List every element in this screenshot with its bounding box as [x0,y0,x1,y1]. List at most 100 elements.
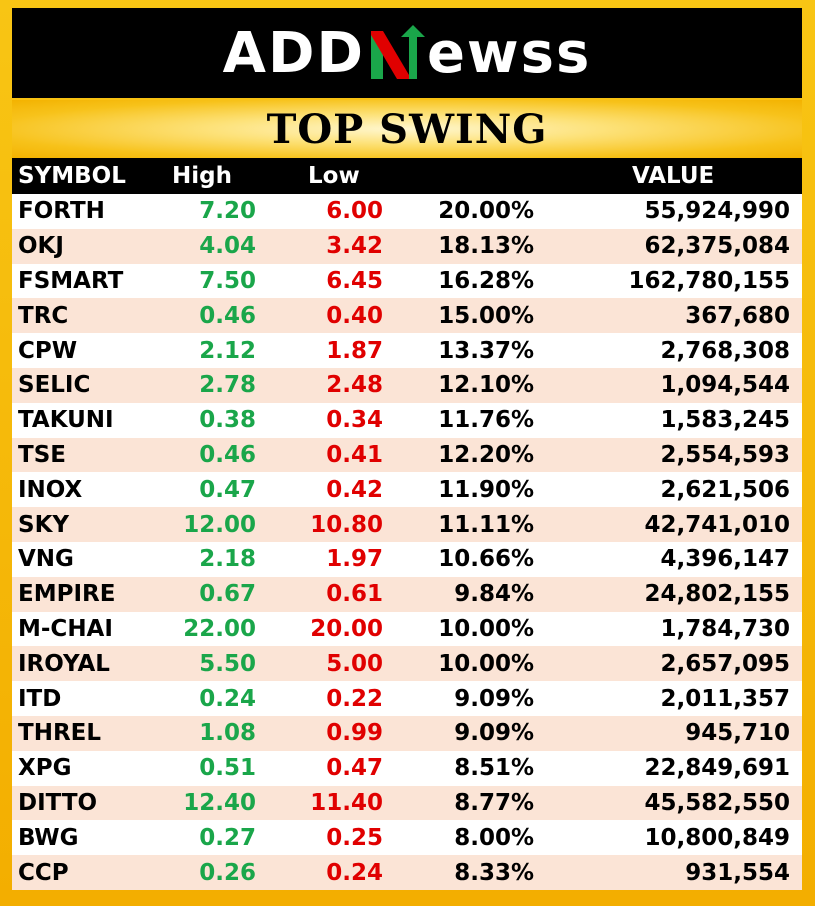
value-cell: 45,582,550 [644,789,790,816]
table-row: INOX 0.47 0.42 11.90% 2,621,506 [12,472,802,507]
symbol-cell: FSMART [18,267,124,294]
pct-cell: 18.13% [438,233,534,260]
symbol-cell: XPG [18,755,72,782]
high-cell: 0.67 [199,581,256,608]
low-cell: 0.25 [326,824,383,851]
value-cell: 2,768,308 [660,337,791,364]
high-cell: 7.20 [199,198,256,225]
pct-cell: 11.90% [438,476,534,503]
high-cell: 22.00 [183,615,256,642]
table-row: OKJ 4.04 3.42 18.13% 62,375,084 [12,228,802,264]
high-cell: 0.27 [199,824,256,851]
low-cell: 0.24 [326,859,383,886]
table-row: CPW 2.12 1.87 13.37% 2,768,308 [12,333,802,368]
high-cell: 2.12 [199,337,256,364]
value-cell: 24,802,155 [644,581,790,608]
pct-cell: 16.28% [438,267,534,294]
low-cell: 3.42 [326,233,383,260]
low-cell: 1.87 [326,337,383,364]
low-cell: 0.22 [326,685,383,712]
table-row: SELIC 2.78 2.48 12.10% 1,094,544 [12,368,802,403]
symbol-cell: M-CHAI [18,615,113,642]
table-row: TAKUNI 0.38 0.34 11.76% 1,583,245 [12,403,802,438]
high-cell: 12.40 [183,789,256,816]
high-cell: 4.04 [199,233,256,260]
value-cell: 2,621,506 [660,476,791,503]
value-cell: 1,094,544 [660,372,791,399]
pct-cell: 12.10% [438,372,534,399]
high-cell: 0.38 [199,407,256,434]
value-cell: 1,784,730 [660,615,791,642]
symbol-cell: THREL [18,720,102,747]
pct-cell: 8.77% [454,789,534,816]
low-cell: 11.40 [310,789,383,816]
pct-cell: 12.20% [438,441,534,468]
logo-text-left: ADD [222,20,365,86]
title-band: TOP SWING [12,100,802,158]
logo-bar: ADD ewss [12,8,802,98]
pct-cell: 9.84% [454,581,534,608]
header-high: High [172,163,232,189]
low-cell: 0.34 [326,407,383,434]
low-cell: 0.40 [326,302,383,329]
high-cell: 1.08 [199,720,256,747]
pct-cell: 15.00% [438,302,534,329]
symbol-cell: CPW [18,337,78,364]
logo-text-right: ewss [426,20,592,86]
value-cell: 55,924,990 [644,198,790,225]
high-cell: 2.18 [199,546,256,573]
symbol-cell: BWG [18,824,79,851]
symbol-cell: VNG [18,546,74,573]
symbol-cell: TAKUNI [18,407,114,434]
value-cell: 22,849,691 [644,755,790,782]
pct-cell: 9.09% [454,685,534,712]
table-row: M-CHAI 22.00 20.00 10.00% 1,784,730 [12,612,802,647]
table-row: DITTO 12.40 11.40 8.77% 45,582,550 [12,785,802,821]
high-cell: 12.00 [183,511,256,538]
low-cell: 1.97 [326,546,383,573]
symbol-cell: OKJ [18,233,64,260]
high-cell: 0.24 [199,685,256,712]
value-cell: 162,780,155 [628,267,790,294]
low-cell: 0.61 [326,581,383,608]
value-cell: 945,710 [685,720,790,747]
header-symbol: SYMBOL [18,163,126,189]
table-row: IROYAL 5.50 5.00 10.00% 2,657,095 [12,646,802,682]
pct-cell: 8.00% [454,824,534,851]
table-row: THREL 1.08 0.99 9.09% 945,710 [12,716,802,751]
symbol-cell: CCP [18,859,69,886]
low-cell: 0.47 [326,755,383,782]
header-value: VALUE [632,163,715,189]
swing-table: SYMBOL High Low VALUE FORTH 7.20 6.00 20.00… [12,158,802,890]
high-cell: 7.50 [199,267,256,294]
value-cell: 4,396,147 [660,546,791,573]
low-cell: 0.42 [326,476,383,503]
symbol-cell: EMPIRE [18,581,116,608]
high-cell: 0.46 [199,302,256,329]
table-row: FORTH 7.20 6.00 20.00% 55,924,990 [12,194,802,229]
low-cell: 0.41 [326,441,383,468]
table-row: BWG 0.27 0.25 8.00% 10,800,849 [12,820,802,855]
table-row: FSMART 7.50 6.45 16.28% 162,780,155 [12,264,802,299]
table-row: XPG 0.51 0.47 8.51% 22,849,691 [12,751,802,786]
value-cell: 10,800,849 [644,824,790,851]
pct-cell: 8.51% [454,755,534,782]
symbol-cell: IROYAL [18,650,110,677]
high-cell: 2.78 [199,372,256,399]
low-cell: 10.80 [310,511,383,538]
low-cell: 6.00 [326,198,383,225]
pct-cell: 10.66% [438,546,534,573]
symbol-cell: SELIC [18,372,91,399]
n-arrow-icon [370,25,425,79]
value-cell: 62,375,084 [644,233,790,260]
low-cell: 6.45 [326,267,383,294]
table-row: ITD 0.24 0.22 9.09% 2,011,357 [12,681,802,716]
high-cell: 0.47 [199,476,256,503]
high-cell: 5.50 [199,650,256,677]
pct-cell: 13.37% [438,337,534,364]
symbol-cell: TSE [18,441,66,468]
table-row: TSE 0.46 0.41 12.20% 2,554,593 [12,437,802,473]
pct-cell: 20.00% [438,198,534,225]
header-low: Low [308,163,360,189]
